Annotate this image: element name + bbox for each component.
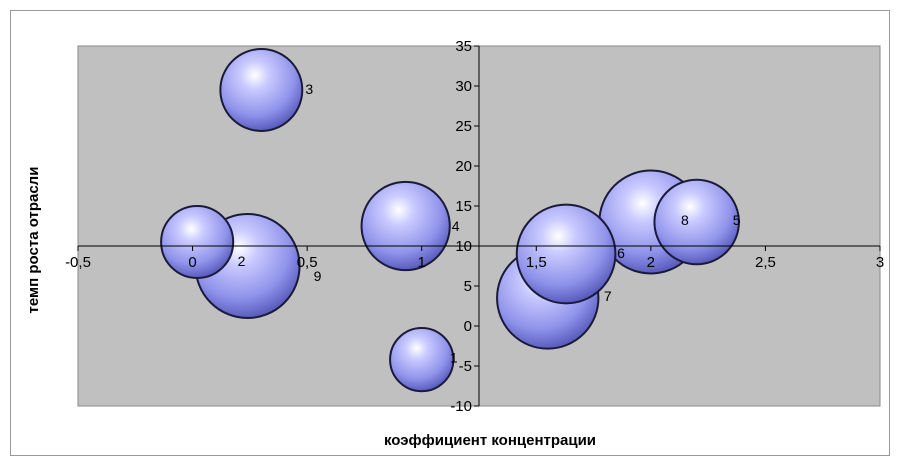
bubble: [160, 204, 235, 280]
data-label: 5: [733, 212, 741, 228]
y-tick-label: -10: [450, 398, 472, 415]
data-label: 1: [450, 350, 458, 366]
y-tick-label: 35: [455, 38, 472, 55]
data-label: 4: [452, 218, 460, 234]
y-tick-label: 25: [455, 118, 472, 135]
x-tick-label: 2: [647, 254, 655, 271]
x-tick-label: 1: [418, 254, 426, 271]
data-label: 2: [238, 253, 246, 269]
data-label: 6: [617, 245, 625, 261]
y-tick-label: 15: [455, 198, 472, 215]
y-tick-label: 20: [455, 158, 472, 175]
bubble: [653, 178, 740, 266]
data-label: 9: [314, 268, 322, 284]
data-label: 7: [604, 288, 612, 304]
y-tick-label: 30: [455, 78, 472, 95]
data-label: 3: [305, 81, 313, 97]
point-labels: 3 2 9 4 1 6 7 8 5: [238, 81, 741, 366]
bubble: [360, 180, 451, 272]
bubble: [219, 48, 304, 132]
y-tick-label: 5: [464, 278, 472, 295]
x-tick-label: 2,5: [755, 254, 776, 271]
y-axis-title: темп роста отрасли: [25, 167, 42, 314]
y-tick-label: 0: [464, 318, 472, 335]
bubble-series: [160, 48, 740, 393]
y-tick-label: 10: [455, 238, 472, 255]
x-tick-label: 0: [188, 254, 196, 271]
data-label: 8: [681, 212, 689, 228]
bubble: [515, 203, 617, 305]
x-axis-title: коэффициент концентрации: [384, 432, 596, 449]
bubble: [389, 326, 455, 393]
y-tick-label: -5: [459, 358, 472, 375]
x-tick-label: -0,5: [65, 254, 91, 271]
x-tick-label: 0,5: [297, 254, 318, 271]
x-tick-label: 3: [876, 254, 884, 271]
x-tick-label: 1,5: [526, 254, 547, 271]
